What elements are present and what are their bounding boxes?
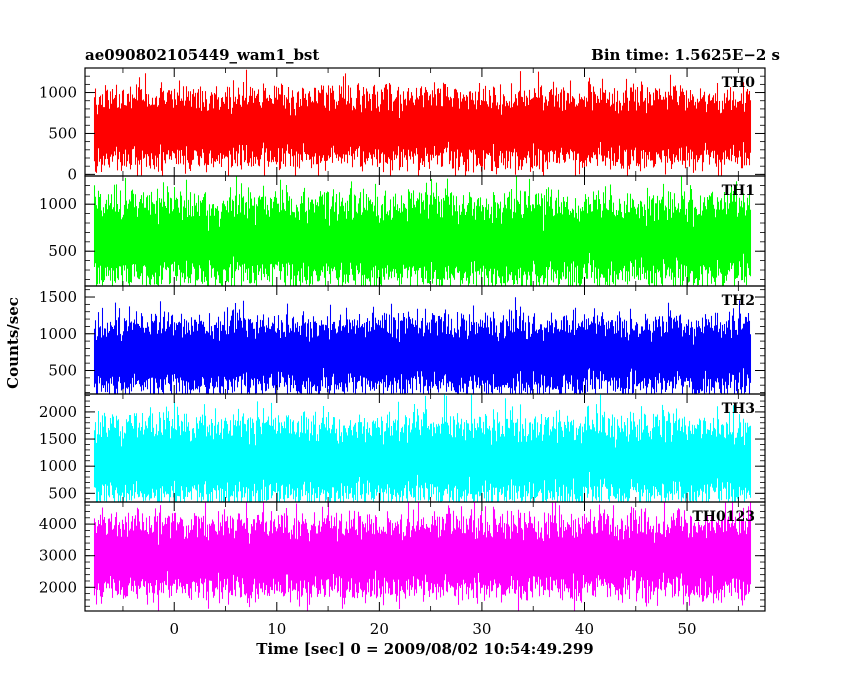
x-tick-label: 20 — [370, 620, 389, 638]
series-th1-line — [93, 176, 752, 286]
y-tick-label: 500 — [48, 484, 77, 502]
x-tick-label: 40 — [575, 620, 594, 638]
x-tick-label: 10 — [267, 620, 286, 638]
chart-title-right: Bin time: 1.5625E−2 s — [591, 46, 780, 64]
panel-th2: 500 1000 1500 TH2 — [39, 285, 766, 395]
panels-group: 0 500 1000 TH0 500 1000 TH1 500 1000 1500 TH2 500 10… — [39, 67, 766, 612]
y-tick-label: 2000 — [39, 578, 77, 596]
y-tick-label: 1000 — [39, 195, 77, 213]
y-tick-label: 0 — [67, 165, 77, 183]
series-th3-line — [93, 394, 752, 502]
y-tick-label: 500 — [48, 361, 77, 379]
y-tick-label: 3000 — [39, 547, 77, 565]
panel-th3: 500 1000 1500 2000 TH3 — [39, 393, 766, 503]
y-tick-label: 1000 — [39, 325, 77, 343]
x-tick-labels: 0 10 20 30 40 50 — [169, 620, 696, 638]
panel-label-th0: TH0 — [722, 75, 756, 91]
panel-th1: 500 1000 TH1 — [39, 175, 766, 287]
y-tick-label: 500 — [48, 242, 77, 260]
y-tick-label: 2000 — [39, 403, 77, 421]
y-tick-label: 1500 — [39, 430, 77, 448]
series-th0-line — [93, 69, 752, 176]
panel-th0: 0 500 1000 TH0 — [39, 67, 766, 183]
x-tick-label: 30 — [472, 620, 491, 638]
y-tick-label: 1000 — [39, 457, 77, 475]
panel-label-th1: TH1 — [722, 183, 755, 199]
x-axis-title: Time [sec] 0 = 2009/08/02 10:54:49.299 — [256, 640, 593, 658]
y-tick-label: 1500 — [39, 288, 77, 306]
panel-label-th3: TH3 — [722, 401, 755, 417]
y-axis-title: Counts/sec — [4, 297, 22, 389]
x-tick-label: 0 — [169, 620, 179, 638]
panel-th0123: 2000 3000 4000 TH0123 — [39, 501, 766, 612]
y-tick-label: 500 — [48, 124, 77, 142]
chart-title-left: ae090802105449_wam1_bst — [85, 46, 319, 64]
x-tick-label: 50 — [678, 620, 697, 638]
y-tick-label: 4000 — [39, 515, 77, 533]
series-th2-line — [93, 297, 752, 394]
panel-frame — [84, 501, 766, 612]
series-th0123-line — [93, 502, 752, 611]
panel-label-th2: TH2 — [722, 293, 755, 309]
panel-label-th0123: TH0123 — [692, 509, 755, 525]
y-tick-label: 1000 — [39, 84, 77, 102]
